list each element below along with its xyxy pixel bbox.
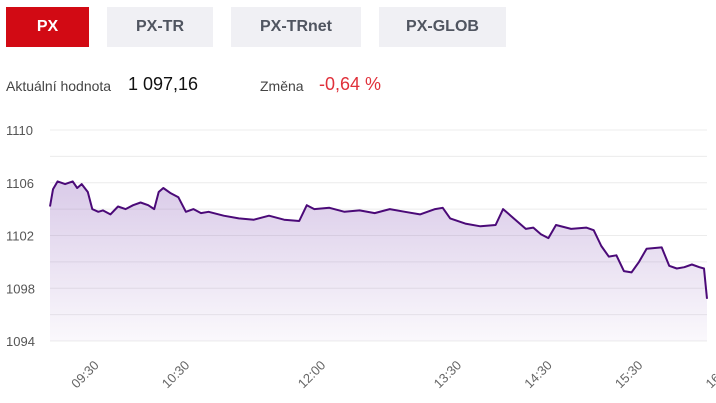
tab-px[interactable]: PX: [6, 7, 89, 47]
y-tick-label: 1102: [6, 229, 34, 244]
tab-px-glob[interactable]: PX-GLOB: [379, 7, 506, 47]
y-tick-label: 1098: [6, 281, 35, 296]
tab-px-trnet[interactable]: PX-TRnet: [231, 7, 361, 47]
change-value: -0,64 %: [319, 74, 382, 94]
x-tick-label: 10:30: [159, 358, 193, 392]
x-tick-label: 12:00: [295, 358, 329, 392]
current-value-label: Aktuální hodnota: [6, 78, 112, 94]
x-axis: 09:30 10:30 12:00 13:30 14:30 15:30 16:30: [68, 358, 716, 392]
price-area: [50, 181, 707, 341]
x-tick-label: 13:30: [431, 358, 465, 392]
x-tick-label: 15:30: [612, 358, 646, 392]
x-tick-label: 09:30: [68, 358, 102, 392]
price-line: [49, 180, 708, 299]
y-tick-label: 1094: [6, 334, 35, 349]
y-tick-label: 1110: [6, 123, 33, 138]
x-tick-label: 16:30: [703, 358, 716, 392]
tab-px-tr[interactable]: PX-TR: [107, 7, 213, 47]
x-tick-label: 14:30: [521, 358, 555, 392]
current-value: 1 097,16: [128, 74, 199, 94]
index-chart: 1110 1106 1102 1098 1094 09:30 10:30 12:00 13:3…: [6, 123, 716, 392]
y-axis: 1110 1106 1102 1098 1094: [6, 123, 35, 349]
change-label: Změna: [260, 78, 304, 94]
y-tick-label: 1106: [6, 176, 34, 191]
